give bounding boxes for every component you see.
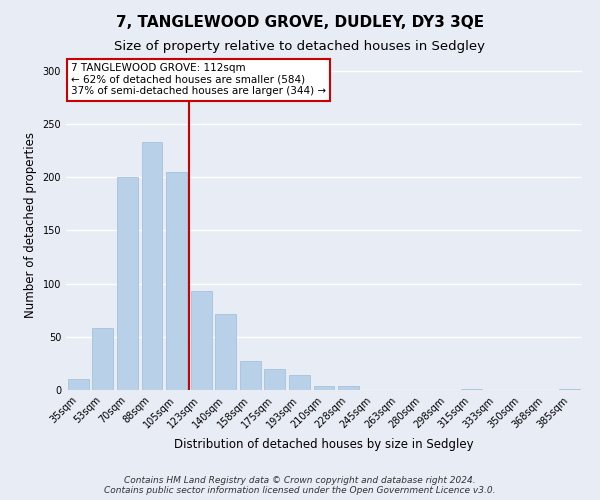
- Bar: [338, 386, 359, 390]
- Bar: [215, 314, 236, 390]
- Bar: [461, 389, 482, 390]
- Text: 7 TANGLEWOOD GROVE: 112sqm
← 62% of detached houses are smaller (584)
37% of sem: 7 TANGLEWOOD GROVE: 112sqm ← 62% of deta…: [71, 64, 326, 96]
- Bar: [92, 328, 113, 390]
- Bar: [240, 362, 261, 390]
- X-axis label: Distribution of detached houses by size in Sedgley: Distribution of detached houses by size …: [174, 438, 474, 451]
- Bar: [314, 386, 334, 390]
- Bar: [265, 368, 286, 390]
- Text: Size of property relative to detached houses in Sedgley: Size of property relative to detached ho…: [115, 40, 485, 53]
- Bar: [289, 375, 310, 390]
- Bar: [559, 389, 580, 390]
- Bar: [68, 380, 89, 390]
- Bar: [191, 291, 212, 390]
- Y-axis label: Number of detached properties: Number of detached properties: [24, 132, 37, 318]
- Bar: [166, 172, 187, 390]
- Text: 7, TANGLEWOOD GROVE, DUDLEY, DY3 3QE: 7, TANGLEWOOD GROVE, DUDLEY, DY3 3QE: [116, 15, 484, 30]
- Bar: [142, 142, 163, 390]
- Bar: [117, 177, 138, 390]
- Text: Contains HM Land Registry data © Crown copyright and database right 2024.
Contai: Contains HM Land Registry data © Crown c…: [104, 476, 496, 495]
